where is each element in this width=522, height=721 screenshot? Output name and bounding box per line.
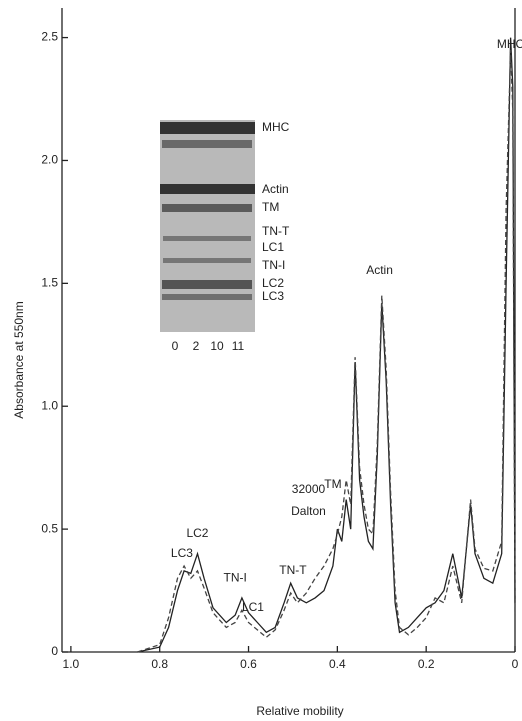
y-tick-label: 0.5 xyxy=(41,521,58,535)
gel-lane-label: 11 xyxy=(232,339,245,353)
x-axis-label: Relative mobility xyxy=(256,704,343,718)
gel-background xyxy=(160,120,255,332)
x-tick-label: 0.4 xyxy=(329,657,346,671)
gel-band-label: MHC xyxy=(262,120,290,134)
x-tick-label: 0.2 xyxy=(418,657,435,671)
x-tick-label: 0.6 xyxy=(240,657,257,671)
y-tick-label: 1.5 xyxy=(41,276,58,290)
gel-band-label: LC1 xyxy=(262,240,284,254)
gel-band-label: LC2 xyxy=(262,276,284,290)
annotation: Dalton xyxy=(291,504,326,518)
y-axis-label: Absorbance at 550nm xyxy=(12,301,26,418)
annotation: TN-T xyxy=(279,563,307,577)
gel-band-label: TN-T xyxy=(262,224,290,238)
gel-band-label: TN-I xyxy=(262,258,285,272)
gel-lane-label: 10 xyxy=(210,339,224,353)
annotation: 32000 xyxy=(292,482,326,496)
gel-band-label: TM xyxy=(262,200,279,214)
y-tick-label: 2.0 xyxy=(41,153,58,167)
chart: Absorbance at 550nm Relative mobility 0 0… xyxy=(0,0,522,721)
gel-band-label: LC3 xyxy=(262,289,284,303)
y-tick-label: 0 xyxy=(51,644,58,658)
y-tick-label: 2.5 xyxy=(41,30,58,44)
annotation: MHC xyxy=(497,37,522,51)
gel-inset xyxy=(160,120,255,332)
x-tick-label: 0.8 xyxy=(151,657,168,671)
annotation: Actin xyxy=(366,263,393,277)
gel-lane-label: 0 xyxy=(172,339,179,353)
annotation: LC3 xyxy=(171,546,193,560)
y-tick-label: 1.0 xyxy=(41,398,58,412)
annotation: TM xyxy=(324,477,341,491)
x-tick-label: 0 xyxy=(512,657,519,671)
annotation: LC1 xyxy=(242,600,264,614)
gel-band-label: Actin xyxy=(262,182,289,196)
x-tick-label: 1.0 xyxy=(63,657,80,671)
annotation: TN-I xyxy=(224,570,247,584)
annotation: LC2 xyxy=(186,526,208,540)
gel-lane-label: 2 xyxy=(193,339,200,353)
